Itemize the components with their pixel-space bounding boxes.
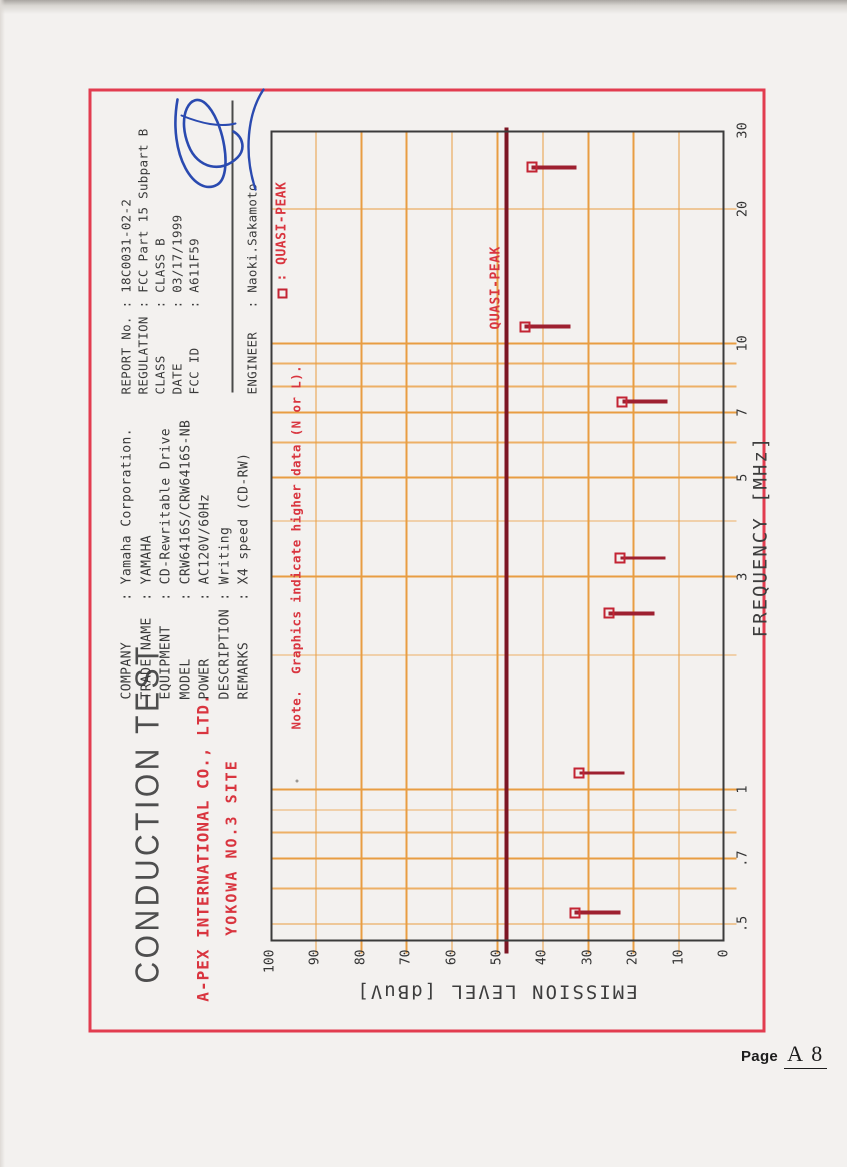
level-tick-label-10: 10	[670, 949, 686, 965]
page-number: A 8	[784, 1041, 828, 1069]
report-row-report-no-: REPORT No. : 18C0031-02-2	[118, 198, 133, 394]
data-point-tail-6	[531, 165, 577, 169]
level-tick-label-100: 100	[262, 949, 277, 973]
quasi-peak-data-marker-0	[568, 906, 580, 918]
equipment-info-block: COMPANY : Yamaha Corporation. TRADE NAME …	[117, 419, 254, 699]
freq-tick-label-20: 20	[734, 200, 750, 217]
legend-quasi-peak-label: : QUASI-PEAK	[274, 181, 289, 281]
chart-legend: : QUASI-PEAK	[274, 181, 289, 298]
x-axis-title: FREQUENCY [MHz]	[749, 435, 771, 637]
data-point-tail-3	[619, 555, 665, 560]
level-tick-label-0: 0	[716, 949, 731, 957]
scan-edge-shadow-left	[0, 0, 5, 1167]
quasi-peak-data-marker-4	[616, 395, 628, 407]
legend-quasi-peak-marker-icon	[276, 288, 287, 298]
data-point-tail-5	[524, 324, 570, 328]
quasi-peak-data-marker-6	[525, 161, 537, 173]
laboratory-site: YOKOWA NO.3 SITE	[222, 758, 240, 936]
quasi-peak-data-marker-1	[573, 766, 585, 778]
quasi-peak-data-marker-3	[614, 552, 626, 564]
equipment-row-description: DESCRIPTION : Writing	[216, 526, 232, 699]
chart-note: Note. Graphics indicate higher data (N o…	[288, 364, 303, 729]
data-point-tail-4	[621, 399, 668, 403]
quasi-peak-data-marker-2	[602, 607, 614, 619]
engineer-signature-ink	[173, 87, 265, 191]
freq-tick-label-3: 3	[734, 572, 750, 581]
y-axis-title: EMISSION LEVEL [dBuV]	[354, 980, 638, 1002]
equipment-row-trade-name: TRADE NAME : YAMAHA	[138, 534, 154, 699]
freq-tick-label-.7: .7	[734, 850, 750, 867]
equipment-row-equipment: EQUIPMENT : CD-Rewritable Drive	[158, 427, 173, 699]
data-point-tail-2	[608, 611, 654, 615]
equipment-row-remarks: REMARKS : X4 speed (CD-RW)	[236, 452, 251, 699]
page-footer: Page A 8	[741, 1041, 828, 1069]
scan-speck	[295, 779, 298, 782]
freq-tick-label-10: 10	[734, 334, 750, 351]
freq-tick-label-.5: .5	[734, 915, 750, 932]
report-row-class: CLASS : CLASS B	[152, 237, 167, 394]
freq-tick-label-30: 30	[734, 121, 750, 139]
engineer-row: ENGINEER : Naoki.Sakamoto	[243, 183, 260, 394]
data-point-tail-1	[578, 770, 625, 775]
quasi-peak-data-marker-5	[518, 320, 530, 332]
data-point-tail-0	[574, 910, 620, 914]
report-row-regulation: REGULATION : FCC Part 15 Subpart B	[135, 127, 150, 394]
freq-tick-label-1: 1	[734, 784, 750, 794]
page-footer-label: Page	[741, 1048, 779, 1065]
report-row-engineer: ENGINEER : Naoki.Sakamoto	[244, 182, 259, 394]
level-tick-label-90: 90	[307, 949, 323, 965]
limit-line-label: QUASI-PEAK	[488, 245, 503, 329]
freq-tick-label-7: 7	[734, 407, 750, 416]
report-sheet-rotated: CONDUCTION TEST A-PEX INTERNATIONAL CO.,…	[88, 87, 771, 1032]
equipment-row-power: POWER : AC120V/60Hz	[197, 493, 212, 699]
equipment-row-company: COMPANY : Yamaha Corporation.	[119, 427, 134, 699]
scan-edge-shadow-top	[0, 0, 847, 14]
freq-tick-label-5: 5	[734, 473, 750, 482]
equipment-row-model: MODEL : CRW6416S/CRW6416S-NB	[177, 419, 193, 699]
laboratory-name: A-PEX INTERNATIONAL CO., LTD.	[193, 692, 212, 1002]
laboratory-block: A-PEX INTERNATIONAL CO., LTD. YOKOWA NO.…	[193, 677, 240, 1017]
